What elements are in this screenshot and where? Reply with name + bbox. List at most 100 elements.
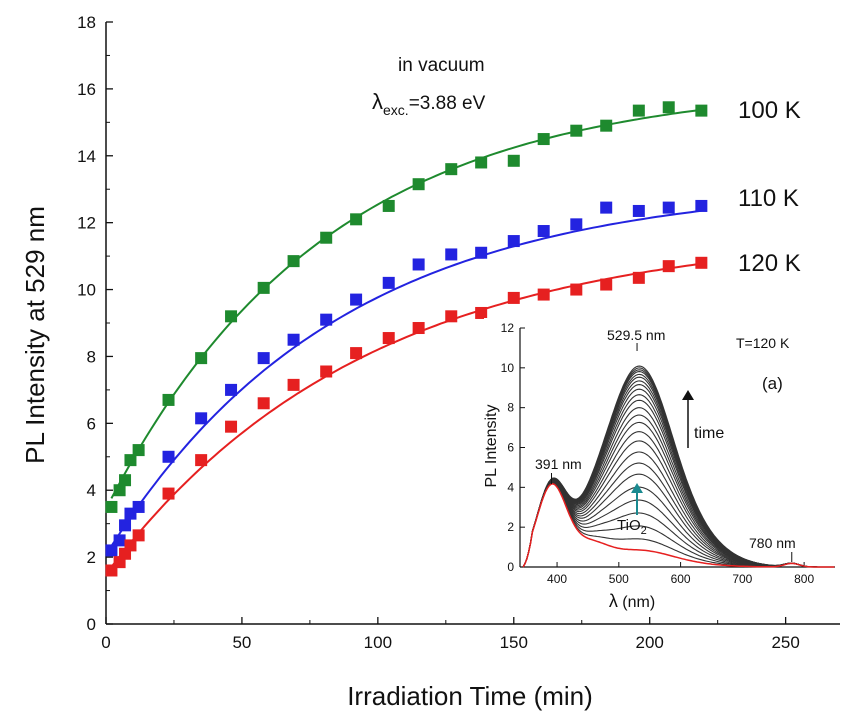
main-y-tick-label: 14 — [77, 147, 96, 166]
inset-background — [484, 318, 836, 599]
inset-y-tick-label: 2 — [507, 520, 514, 534]
data-point-series-0 — [445, 163, 458, 176]
data-point-series-0 — [475, 156, 488, 169]
inset-chart: 400 500 600 700 800 0 2 4 6 8 10 12 PL Intensity λ … — [483, 318, 836, 611]
data-point-series-2 — [632, 271, 645, 284]
data-point-series-2 — [257, 397, 270, 410]
data-point-series-1 — [195, 412, 208, 425]
main-y-tick-label: 6 — [87, 414, 96, 433]
inset-tio2-arrow-head — [631, 483, 643, 493]
data-point-series-2 — [287, 378, 300, 391]
main-y-axis-label: PL Intensity at 529 nm — [20, 206, 50, 464]
inset-x-axis-label: λ (nm) — [609, 591, 655, 611]
data-point-series-1 — [632, 204, 645, 217]
data-point-series-2 — [475, 306, 488, 319]
main-x-tick-label: 150 — [500, 633, 528, 652]
main-x-tick-label: 0 — [101, 633, 110, 652]
data-point-series-1 — [382, 276, 395, 289]
main-y-tick-label: 2 — [87, 548, 96, 567]
inset-panel-label: (a) — [762, 374, 783, 393]
inset-y-tick-label: 6 — [507, 441, 514, 455]
data-point-series-2 — [412, 322, 425, 335]
data-point-series-0 — [600, 119, 613, 132]
data-point-series-1 — [662, 201, 675, 214]
data-point-series-1 — [695, 199, 708, 212]
data-point-series-1 — [257, 352, 270, 365]
data-point-series-2 — [507, 291, 520, 304]
annotation-excitation: λexc.=3.88 eV — [372, 89, 486, 118]
main-y-tick-label: 18 — [77, 13, 96, 32]
inset-temperature-label: T=120 K — [736, 335, 790, 351]
inset-x-axis-unit: (nm) — [618, 594, 655, 611]
inset-x-tick-label: 600 — [671, 572, 691, 586]
data-point-series-0 — [412, 178, 425, 191]
main-x-axis-label: Irradiation Time (min) — [347, 681, 593, 711]
data-point-series-2 — [225, 420, 238, 433]
main-y-tick-label: 16 — [77, 80, 96, 99]
data-point-series-1 — [132, 500, 145, 513]
inset-y-tick-label: 0 — [507, 560, 514, 574]
data-point-series-2 — [662, 260, 675, 273]
data-point-series-2 — [124, 539, 137, 552]
data-point-series-0 — [632, 104, 645, 117]
series-label-110k: 110 K — [738, 185, 799, 212]
inset-y-tick-label: 4 — [507, 480, 514, 494]
series-label-120k: 120 K — [738, 250, 801, 277]
data-point-series-1 — [570, 218, 583, 231]
data-point-series-1 — [113, 534, 126, 547]
data-point-series-1 — [537, 225, 550, 238]
main-y-tick-label: 8 — [87, 347, 96, 366]
inset-tio2-sub: 2 — [641, 525, 647, 537]
data-point-series-2 — [132, 529, 145, 542]
data-point-series-0 — [132, 444, 145, 457]
data-point-series-2 — [600, 278, 613, 291]
data-point-series-1 — [119, 519, 132, 532]
inset-peak-main-label: 529.5 nm — [607, 327, 665, 343]
data-point-series-1 — [105, 544, 118, 557]
data-point-series-1 — [320, 313, 333, 326]
main-y-tick-label: 4 — [87, 481, 96, 500]
inset-peak-ir-label: 780 nm — [749, 535, 796, 551]
inset-x-tick-label: 800 — [794, 572, 814, 586]
data-point-series-2 — [537, 288, 550, 301]
inset-peak-uv-label: 391 nm — [535, 456, 582, 472]
data-point-series-1 — [475, 246, 488, 259]
data-point-series-0 — [124, 454, 137, 467]
data-point-series-2 — [350, 347, 363, 360]
data-point-series-2 — [162, 487, 175, 500]
data-point-series-1 — [412, 258, 425, 271]
data-point-series-0 — [105, 500, 118, 513]
data-point-series-1 — [350, 293, 363, 306]
data-point-series-1 — [600, 201, 613, 214]
series-label-100k: 100 K — [738, 97, 801, 124]
data-point-series-0 — [695, 104, 708, 117]
inset-tio2-label: TiO2 — [617, 517, 647, 537]
data-point-series-0 — [507, 154, 520, 167]
data-point-series-2 — [382, 332, 395, 345]
main-x-tick-label: 100 — [364, 633, 392, 652]
data-point-series-0 — [570, 124, 583, 137]
data-point-series-0 — [350, 213, 363, 226]
main-y-tick-label: 12 — [77, 214, 96, 233]
data-point-series-0 — [225, 310, 238, 323]
data-point-series-2 — [320, 365, 333, 378]
excitation-lambda-subscript: exc. — [383, 102, 409, 118]
data-point-series-2 — [695, 256, 708, 269]
inset-x-tick-label: 400 — [547, 572, 567, 586]
main-y-tick-label: 10 — [77, 281, 96, 300]
data-point-series-1 — [225, 383, 238, 396]
data-point-series-1 — [507, 235, 520, 248]
data-point-series-2 — [445, 310, 458, 323]
inset-tio2-main: TiO — [617, 517, 641, 534]
main-x-tick-label: 250 — [771, 633, 799, 652]
data-point-series-0 — [162, 393, 175, 406]
data-point-series-0 — [382, 199, 395, 212]
inset-x-tick-label: 500 — [609, 572, 629, 586]
data-point-series-1 — [162, 450, 175, 463]
data-point-series-0 — [119, 474, 132, 487]
data-point-series-2 — [195, 454, 208, 467]
main-y-tick-label: 0 — [87, 615, 96, 634]
excitation-lambda-value: =3.88 eV — [409, 93, 486, 114]
